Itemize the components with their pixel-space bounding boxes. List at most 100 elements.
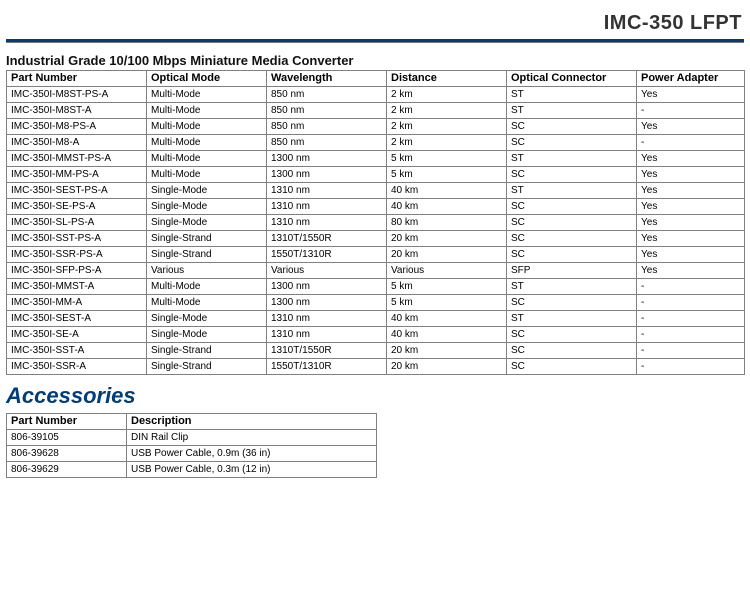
table-cell: SC [507, 247, 637, 263]
table-row: 806-39628USB Power Cable, 0.9m (36 in) [7, 446, 377, 462]
table-cell: Single-Mode [147, 199, 267, 215]
table-cell: 20 km [387, 343, 507, 359]
table-cell: IMC-350I-SST-PS-A [7, 231, 147, 247]
table-cell: IMC-350I-M8-A [7, 135, 147, 151]
table-cell: - [637, 103, 745, 119]
table-cell: 1310 nm [267, 215, 387, 231]
col-header: Power Adapter [637, 71, 745, 87]
table-cell: 5 km [387, 167, 507, 183]
table-cell: 1300 nm [267, 279, 387, 295]
table-cell: SC [507, 215, 637, 231]
table-cell: DIN Rail Clip [127, 430, 377, 446]
table-cell: 1310T/1550R [267, 231, 387, 247]
table-row: IMC-350I-SFP-PS-AVariousVariousVariousSF… [7, 263, 745, 279]
table-cell: IMC-350I-MM-PS-A [7, 167, 147, 183]
table-cell: 40 km [387, 327, 507, 343]
table-cell: SC [507, 359, 637, 375]
table-cell: 40 km [387, 199, 507, 215]
table-header-row: Part Number Description [7, 414, 377, 430]
table-row: IMC-350I-SEST-PS-ASingle-Mode1310 nm40 k… [7, 183, 745, 199]
table-row: IMC-350I-SST-PS-ASingle-Strand1310T/1550… [7, 231, 745, 247]
table-cell: IMC-350I-SE-PS-A [7, 199, 147, 215]
table-cell: IMC-350I-M8ST-A [7, 103, 147, 119]
table-row: IMC-350I-SE-ASingle-Mode1310 nm40 kmSC- [7, 327, 745, 343]
table-cell: 806-39628 [7, 446, 127, 462]
table-cell: Multi-Mode [147, 295, 267, 311]
table-cell: - [637, 279, 745, 295]
table-row: IMC-350I-MM-PS-AMulti-Mode1300 nm5 kmSCY… [7, 167, 745, 183]
table-cell: Single-Mode [147, 311, 267, 327]
table-cell: Multi-Mode [147, 279, 267, 295]
table-cell: 1300 nm [267, 167, 387, 183]
col-header: Part Number [7, 71, 147, 87]
table-row: IMC-350I-MM-AMulti-Mode1300 nm5 kmSC- [7, 295, 745, 311]
table-row: IMC-350I-M8ST-PS-AMulti-Mode850 nm2 kmST… [7, 87, 745, 103]
table-cell: 40 km [387, 311, 507, 327]
table-row: IMC-350I-MMST-AMulti-Mode1300 nm5 kmST- [7, 279, 745, 295]
table-row: IMC-350I-SSR-PS-ASingle-Strand1550T/1310… [7, 247, 745, 263]
table-cell: Yes [637, 119, 745, 135]
table-cell: 80 km [387, 215, 507, 231]
table-cell: SFP [507, 263, 637, 279]
accessories-heading: Accessories [6, 383, 744, 409]
table-cell: 20 km [387, 359, 507, 375]
table-cell: Single-Strand [147, 343, 267, 359]
table-cell: IMC-350I-M8-PS-A [7, 119, 147, 135]
table-cell: Single-Strand [147, 359, 267, 375]
table-cell: 1550T/1310R [267, 359, 387, 375]
table-cell: 850 nm [267, 119, 387, 135]
table-header-row: Part Number Optical Mode Wavelength Dist… [7, 71, 745, 87]
table-cell: 1310T/1550R [267, 343, 387, 359]
table-cell: Single-Mode [147, 183, 267, 199]
col-header: Part Number [7, 414, 127, 430]
table-cell: 20 km [387, 231, 507, 247]
col-header: Wavelength [267, 71, 387, 87]
table-cell: 2 km [387, 103, 507, 119]
table-cell: - [637, 311, 745, 327]
table-cell: - [637, 327, 745, 343]
table-row: IMC-350I-SST-ASingle-Strand1310T/1550R20… [7, 343, 745, 359]
table-cell: 1310 nm [267, 311, 387, 327]
table-cell: SC [507, 295, 637, 311]
table-cell: 5 km [387, 151, 507, 167]
table-cell: 1310 nm [267, 199, 387, 215]
table-cell: SC [507, 135, 637, 151]
table-cell: IMC-350I-SSR-A [7, 359, 147, 375]
table-cell: 850 nm [267, 87, 387, 103]
table-cell: Single-Strand [147, 231, 267, 247]
col-header: Optical Mode [147, 71, 267, 87]
table-cell: 850 nm [267, 103, 387, 119]
table-row: 806-39629USB Power Cable, 0.3m (12 in) [7, 462, 377, 478]
table-row: IMC-350I-SL-PS-ASingle-Mode1310 nm80 kmS… [7, 215, 745, 231]
table-cell: Multi-Mode [147, 103, 267, 119]
table-row: IMC-350I-SEST-ASingle-Mode1310 nm40 kmST… [7, 311, 745, 327]
table-cell: IMC-350I-MM-A [7, 295, 147, 311]
table-cell: 1310 nm [267, 183, 387, 199]
table-cell: - [637, 135, 745, 151]
table-row: IMC-350I-SE-PS-ASingle-Mode1310 nm40 kmS… [7, 199, 745, 215]
accessories-table: Part Number Description 806-39105DIN Rai… [6, 413, 377, 478]
table-row: IMC-350I-M8-PS-AMulti-Mode850 nm2 kmSCYe… [7, 119, 745, 135]
table-cell: 1300 nm [267, 295, 387, 311]
col-header: Description [127, 414, 377, 430]
table-cell: USB Power Cable, 0.3m (12 in) [127, 462, 377, 478]
table-cell: IMC-350I-SE-A [7, 327, 147, 343]
table-cell: Multi-Mode [147, 87, 267, 103]
table-cell: ST [507, 103, 637, 119]
table-cell: Yes [637, 199, 745, 215]
table-cell: ST [507, 87, 637, 103]
table-cell: Single-Mode [147, 327, 267, 343]
table-cell: 20 km [387, 247, 507, 263]
table-row: IMC-350I-M8ST-AMulti-Mode850 nm2 kmST- [7, 103, 745, 119]
table-cell: Multi-Mode [147, 135, 267, 151]
header-rule [6, 39, 744, 43]
table-cell: - [637, 359, 745, 375]
table-cell: SC [507, 343, 637, 359]
table-cell: 1550T/1310R [267, 247, 387, 263]
table-cell: IMC-350I-SSR-PS-A [7, 247, 147, 263]
section-title-main: Industrial Grade 10/100 Mbps Miniature M… [6, 53, 744, 68]
table-cell: - [637, 295, 745, 311]
table-cell: Multi-Mode [147, 151, 267, 167]
table-cell: SC [507, 119, 637, 135]
table-cell: IMC-350I-SL-PS-A [7, 215, 147, 231]
